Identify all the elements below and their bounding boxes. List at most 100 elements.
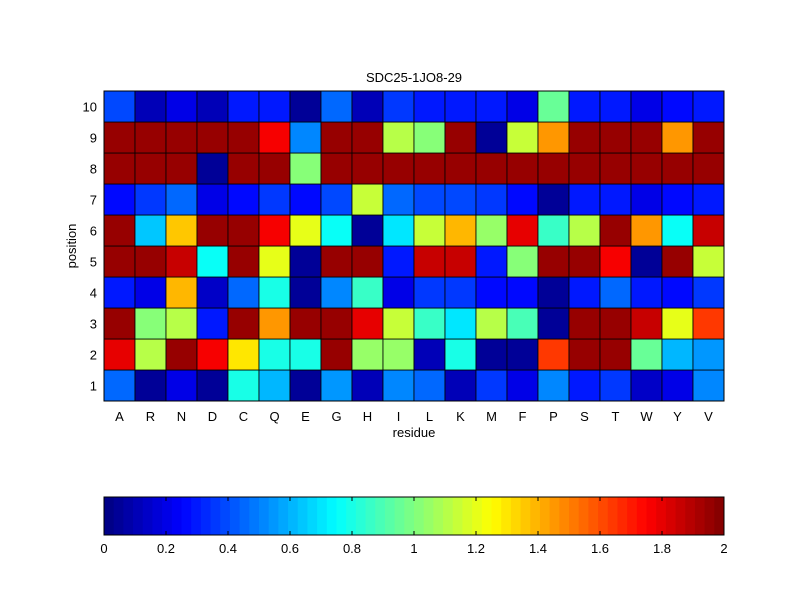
heatmap-cell <box>661 338 694 371</box>
heatmap-cell <box>289 338 322 371</box>
heatmap-cell <box>413 276 446 309</box>
colorbar-segment <box>326 497 337 535</box>
heatmap-cell <box>258 214 291 247</box>
heatmap-cell <box>227 121 260 154</box>
y-tick-label: 3 <box>90 317 97 332</box>
heatmap-cell <box>134 152 167 185</box>
colorbar-segment <box>346 497 357 535</box>
heatmap-cell <box>351 121 384 154</box>
x-tick-label: A <box>115 409 124 424</box>
heatmap-cell <box>103 121 136 154</box>
colorbar-segment <box>491 497 502 535</box>
heatmap-cell <box>568 276 601 309</box>
colorbar-segment <box>675 497 686 535</box>
heatmap-cell <box>692 214 725 247</box>
colorbar-segment <box>549 497 560 535</box>
heatmap-cell <box>661 307 694 340</box>
heatmap-cell <box>227 214 260 247</box>
heatmap-cell <box>351 90 384 123</box>
heatmap-cell <box>196 183 229 216</box>
heatmap-cell <box>661 369 694 402</box>
heatmap-cell <box>599 369 632 402</box>
x-tick-label: C <box>239 409 248 424</box>
heatmap-cell <box>351 276 384 309</box>
heatmap-cell <box>444 369 477 402</box>
y-tick-label: 5 <box>90 255 97 270</box>
heatmap-cell <box>196 307 229 340</box>
heatmap-cell <box>258 183 291 216</box>
heatmap-cell <box>506 338 539 371</box>
colorbar-segment <box>694 497 706 535</box>
heatmap-cell <box>413 183 446 216</box>
colorbar-tick-label: 0.8 <box>343 541 361 556</box>
colorbar-segment <box>133 497 144 535</box>
colorbar-tick-label: 1.2 <box>467 541 485 556</box>
colorbar-segment <box>375 497 386 535</box>
heatmap-cell <box>661 245 694 278</box>
heatmap-cell <box>413 152 446 185</box>
heatmap-cell <box>506 90 539 123</box>
heatmap-cell <box>196 276 229 309</box>
heatmap-cell <box>444 90 477 123</box>
heatmap-cell <box>599 276 632 309</box>
heatmap-cell <box>506 214 539 247</box>
heatmap-cell <box>661 183 694 216</box>
heatmap-cell <box>165 183 198 216</box>
heatmap-cell <box>692 338 725 371</box>
colorbar-segment <box>249 497 260 535</box>
heatmap-cell <box>444 214 477 247</box>
heatmap-cell <box>599 214 632 247</box>
heatmap-cell <box>506 369 539 402</box>
heatmap-cells <box>103 90 725 402</box>
x-tick-label: V <box>704 409 713 424</box>
heatmap-cell <box>413 121 446 154</box>
colorbar-segment <box>355 497 367 535</box>
colorbar-segment <box>569 497 580 535</box>
heatmap-cell <box>289 90 322 123</box>
heatmap-cell <box>320 338 353 371</box>
colorbar-segment <box>259 497 270 535</box>
heatmap-cell <box>134 183 167 216</box>
heatmap-cell <box>320 214 353 247</box>
heatmap-cell <box>475 90 508 123</box>
heatmap-cell <box>630 214 663 247</box>
heatmap-cell <box>661 90 694 123</box>
heatmap-cell <box>661 152 694 185</box>
heatmap-cell <box>227 276 260 309</box>
colorbar-segment <box>452 497 463 535</box>
heatmap-cell <box>103 152 136 185</box>
colorbar <box>104 497 725 535</box>
heatmap-cell <box>289 245 322 278</box>
heatmap-cell <box>630 152 663 185</box>
colorbar-segment <box>433 497 444 535</box>
heatmap-cell <box>382 90 415 123</box>
heatmap-cell <box>134 245 167 278</box>
heatmap-cell <box>475 276 508 309</box>
heatmap-cell <box>630 276 663 309</box>
heatmap-cell <box>382 183 415 216</box>
colorbar-tick-label: 0.6 <box>281 541 299 556</box>
colorbar-segment <box>714 497 725 535</box>
colorbar-segment <box>607 497 618 535</box>
heatmap-cell <box>506 307 539 340</box>
colorbar-segment <box>104 497 115 535</box>
x-tick-label: I <box>397 409 401 424</box>
heatmap-cell <box>196 338 229 371</box>
heatmap-cell <box>196 90 229 123</box>
heatmap-cell <box>506 183 539 216</box>
heatmap-cell <box>537 369 570 402</box>
heatmap-cell <box>351 214 384 247</box>
colorbar-segment <box>627 497 638 535</box>
heatmap-cell <box>258 307 291 340</box>
heatmap-cell <box>103 214 136 247</box>
colorbar-segment <box>191 497 202 535</box>
heatmap-cell <box>630 245 663 278</box>
heatmap-cell <box>134 276 167 309</box>
heatmap-cell <box>289 183 322 216</box>
chart-title: SDC25-1JO8-29 <box>366 70 462 85</box>
heatmap-cell <box>444 183 477 216</box>
x-tick-label: T <box>612 409 620 424</box>
heatmap-cell <box>351 307 384 340</box>
heatmap-cell <box>413 214 446 247</box>
colorbar-segment <box>365 497 376 535</box>
